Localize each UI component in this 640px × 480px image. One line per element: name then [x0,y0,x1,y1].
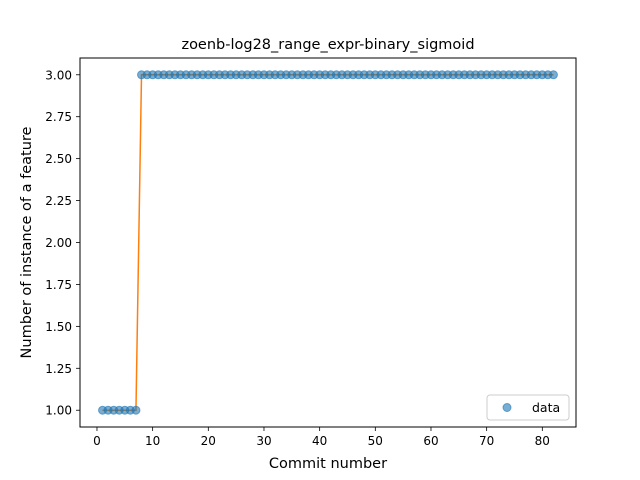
chart-marks [98,70,558,415]
y-tick-label: 1.75 [45,278,72,292]
x-tick-label: 80 [535,434,550,448]
x-tick-label: 40 [312,434,327,448]
legend: data [486,394,570,421]
x-tick-label: 70 [479,434,494,448]
x-tick-label: 10 [145,434,160,448]
data-point [131,405,141,415]
x-tick-label: 0 [93,434,101,448]
y-tick-label: 2.75 [45,110,72,124]
plot-background [80,58,576,427]
x-tick-label: 30 [256,434,271,448]
legend-marker-data [502,403,512,412]
x-axis-label: Commit number [269,456,387,472]
x-tick-label: 20 [201,434,216,448]
y-tick-label: 1.00 [45,404,72,418]
legend-label-data: data [532,400,560,415]
chart-title: zoenb-log28_range_expr-binary_sigmoid [181,37,474,53]
y-tick-label: 2.50 [45,152,72,166]
y-tick-label: 1.25 [45,362,72,376]
y-tick-label: 3.00 [45,68,72,82]
y-tick-label: 2.25 [45,194,72,208]
x-axis-ticks: 0 10 20 30 40 50 60 70 80 [93,427,550,448]
y-tick-label: 1.50 [45,320,72,334]
legend-box [486,394,570,421]
y-axis-ticks: 1.00 1.25 1.50 1.75 2.00 2.25 2.50 2.75 3.00 [45,68,80,418]
y-tick-label: 2.00 [45,236,72,250]
x-tick-label: 60 [423,434,438,448]
data-point [548,70,558,80]
y-axis-label: Number of instance of a feature [19,126,35,358]
x-tick-label: 50 [368,434,383,448]
